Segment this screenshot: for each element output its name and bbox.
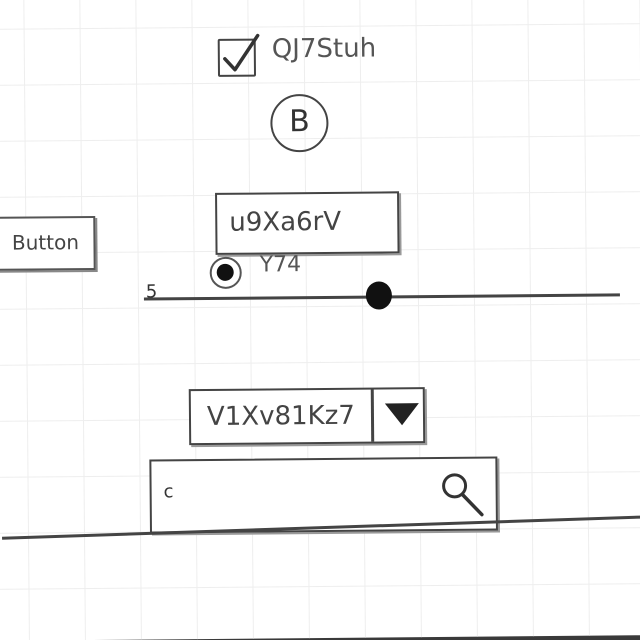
circle-b-button[interactable]: B xyxy=(270,93,329,153)
magnifier-icon[interactable] xyxy=(435,469,491,521)
text-input[interactable]: u9Xa6rV xyxy=(215,191,400,255)
radio-selected-dot xyxy=(216,263,234,281)
radio-button[interactable] xyxy=(209,256,242,289)
slider-thumb[interactable] xyxy=(365,281,393,310)
button[interactable]: Button xyxy=(0,215,96,271)
dropdown[interactable]: V1Xv81Kz7 xyxy=(188,387,426,446)
checkbox-label: QJ7Stuh xyxy=(271,33,377,65)
radio-label: Y74 xyxy=(259,252,302,278)
search-input[interactable]: c xyxy=(149,456,498,534)
checkbox[interactable] xyxy=(217,33,260,77)
dropdown-divider xyxy=(370,389,374,442)
search-value: c xyxy=(163,481,174,503)
checkmark-icon xyxy=(223,33,260,72)
triangle-down-icon[interactable] xyxy=(384,403,420,426)
dropdown-selected-value: V1Xv81Kz7 xyxy=(206,400,355,432)
